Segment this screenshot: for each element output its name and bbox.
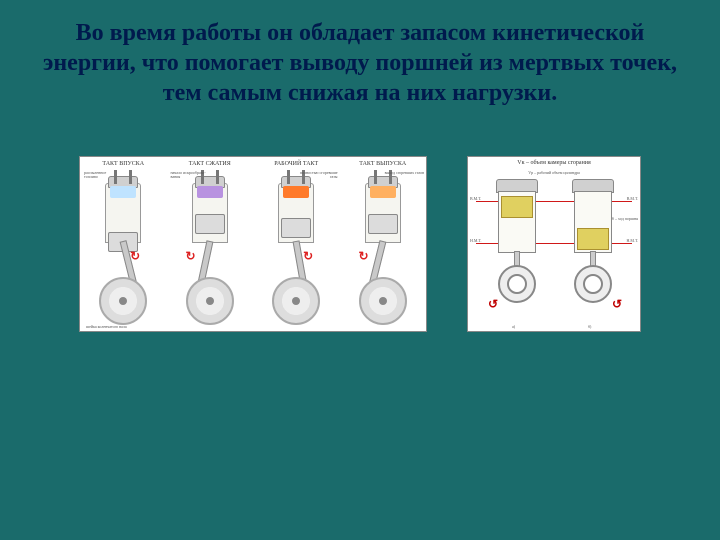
flywheel-icon	[574, 265, 612, 303]
rotation-arrow-icon: ↺	[488, 297, 498, 312]
top-annotation: Vк – объем камеры сгорания	[468, 160, 640, 166]
cylinder	[192, 183, 228, 243]
stroke-label: ТАКТ ВЫПУСКА	[340, 161, 427, 167]
crankshaft-icon	[272, 277, 320, 325]
sub-annotation: Vр – рабо­чий объем цилиндра	[468, 171, 640, 175]
annotation: выход сгоревших газов	[380, 171, 424, 175]
piston	[281, 218, 311, 238]
valve-icon	[129, 170, 132, 184]
valve-icon	[216, 170, 219, 184]
figure-row: ТАКТ ВПУСКА ↻ рас­пыленное топливо ТАКТ …	[0, 156, 720, 332]
cylinder-a	[498, 191, 536, 253]
cylinder	[365, 183, 401, 243]
stroke-label: ТАКТ СЖАТИЯ	[167, 161, 254, 167]
motion-arrow-icon: ↻	[130, 249, 140, 264]
annotation: полностью сгоревшие газы	[298, 171, 338, 179]
piston	[195, 214, 225, 234]
flywheel-icon	[498, 265, 536, 303]
motion-arrow-icon: ↻	[186, 249, 196, 264]
cylinder	[278, 183, 314, 243]
stroke-compression: ТАКТ СЖАТИЯ ↻ начало искро­образо­вания	[167, 157, 254, 331]
hmt-label-r: Н.М.Т.	[627, 239, 639, 243]
motion-arrow-icon: ↻	[359, 249, 369, 264]
charge	[370, 186, 396, 198]
charge	[283, 186, 309, 198]
valve-icon	[287, 170, 290, 184]
stroke-intake: ТАКТ ВПУСКА ↻ рас­пыленное топливо	[80, 157, 167, 331]
stroke-label: РАБОЧИЙ ТАКТ	[253, 161, 340, 167]
piston	[368, 214, 398, 234]
four-stroke-diagram: ТАКТ ВПУСКА ↻ рас­пыленное топливо ТАКТ …	[79, 156, 427, 332]
piston	[501, 196, 533, 218]
crankshaft-icon	[359, 277, 407, 325]
crankshaft-icon	[186, 277, 234, 325]
stroke-power: РАБОЧИЙ ТАКТ ↻ полностью сгоревшие газы	[253, 157, 340, 331]
charge	[110, 186, 136, 198]
bmt-label-r: В.М.Т.	[627, 197, 638, 201]
hmt-label: Н.М.Т.	[470, 239, 482, 243]
annotation: начало искро­образо­вания	[171, 171, 211, 179]
charge	[197, 186, 223, 198]
cylinder-b	[574, 191, 612, 253]
rotation-arrow-icon: ↺	[612, 297, 622, 312]
cylinder	[105, 183, 141, 243]
stroke-label: ТАКТ ВПУСКА	[80, 161, 167, 167]
crankshaft-icon	[99, 277, 147, 325]
valve-icon	[374, 170, 377, 184]
caption-b: б)	[588, 325, 591, 329]
stroke-annotation: S – ход поршня	[610, 217, 638, 221]
dead-centre-diagram: Vк – объем камеры сгорания Vр – рабо­чий…	[467, 156, 641, 332]
slide-title: Во время работы он обладает запасом кине…	[0, 0, 720, 118]
annotation: рас­пыленное топливо	[84, 171, 118, 179]
bmt-label: В.М.Т.	[470, 197, 481, 201]
caption-a: а)	[512, 325, 515, 329]
piston	[577, 228, 609, 250]
stroke-exhaust: ТАКТ ВЫПУСКА ↻ выход сгоревших газов	[340, 157, 427, 331]
motion-arrow-icon: ↻	[303, 249, 313, 264]
bottom-annotation: шейка коленчатого вала	[86, 325, 127, 329]
